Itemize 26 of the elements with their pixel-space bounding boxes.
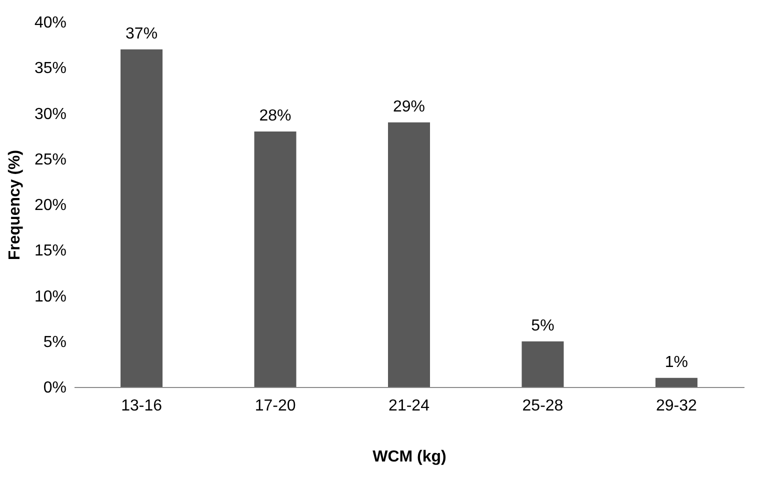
y-tick-label: 5% (43, 334, 66, 351)
data-label: 37% (126, 25, 158, 42)
bar (522, 341, 564, 387)
y-tick-label: 10% (34, 288, 66, 306)
data-label: 1% (664, 354, 688, 371)
bar (254, 132, 296, 387)
bar (388, 122, 430, 387)
x-tick-label: 21-24 (388, 398, 430, 414)
y-tick-label: 15% (34, 242, 66, 260)
y-tick-label: 35% (34, 60, 66, 78)
x-tick-label: 13-16 (121, 398, 162, 414)
bar (655, 378, 698, 387)
bar (120, 49, 163, 387)
x-tick-label: 17-20 (254, 398, 296, 414)
data-label: 28% (259, 108, 292, 124)
x-tick-label: 29-32 (656, 398, 698, 414)
y-tick-label: 40% (34, 14, 66, 32)
x-tick-label: 25-28 (522, 398, 564, 414)
data-label: 5% (531, 317, 554, 334)
x-axis-title: WCM (kg) (372, 448, 446, 466)
y-tick-label: 30% (34, 106, 66, 123)
y-tick-label: 25% (34, 151, 66, 168)
y-tick-label: 20% (34, 197, 66, 214)
y-tick-label: 0% (43, 380, 66, 396)
data-label: 29% (392, 98, 426, 116)
y-axis-title: Frequency (%) (6, 150, 24, 260)
